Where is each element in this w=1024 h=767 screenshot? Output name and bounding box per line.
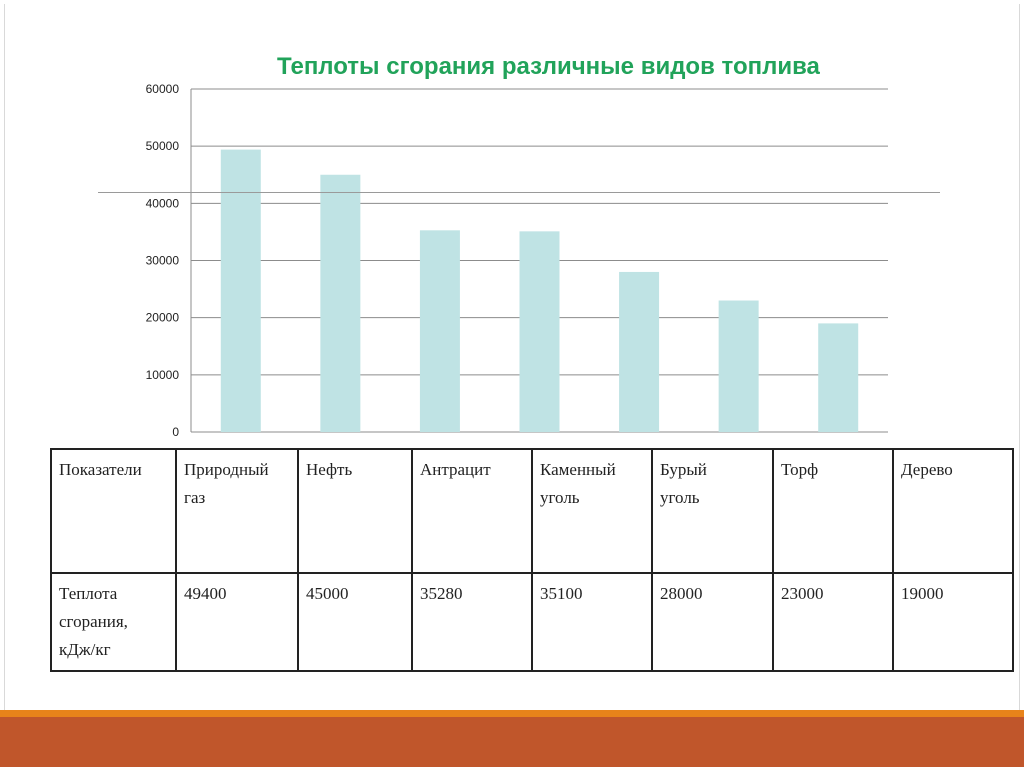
y-tick-label: 10000	[146, 368, 180, 382]
bar	[718, 300, 759, 432]
table-value-cell: 49400	[175, 572, 299, 672]
y-tick-label: 40000	[146, 196, 180, 210]
bar-chart: 0 10000 20000 30000 40000 50000 60000	[146, 82, 888, 439]
table-header-row: Показатели Природный газ Нефть Антрацит К…	[50, 448, 1014, 574]
table-header-label: Показатели	[50, 448, 177, 574]
bar	[519, 231, 560, 432]
table-value-cell: 19000	[892, 572, 1014, 672]
fuel-table: Показатели Природный газ Нефть Антрацит К…	[50, 448, 1014, 672]
bar	[419, 230, 460, 432]
y-tick-label: 50000	[146, 139, 180, 153]
y-tick-label: 30000	[146, 254, 180, 268]
divider-line	[98, 192, 940, 193]
chart-title: Теплоты сгорания различные видов топлива	[277, 53, 820, 80]
table-header-cell: Бурый уголь	[651, 448, 774, 574]
y-tick-label: 20000	[146, 311, 180, 325]
table-header-cell: Дерево	[892, 448, 1014, 574]
table-value-cell: 45000	[297, 572, 413, 672]
table-value-cell: 35100	[531, 572, 653, 672]
y-tick-label: 0	[172, 425, 179, 439]
bar	[619, 271, 660, 432]
footer-band-brown	[0, 717, 1024, 767]
table-header-cell: Природный газ	[175, 448, 299, 574]
table-header-cell: Каменный уголь	[531, 448, 653, 574]
table-row-label: Теплота сгорания, кДж/кг	[50, 572, 177, 672]
bar	[320, 174, 361, 432]
table-value-cell: 28000	[651, 572, 774, 672]
table-header-cell: Нефть	[297, 448, 413, 574]
table-value-cell: 35280	[411, 572, 533, 672]
slide-frame-right	[1019, 4, 1020, 710]
table-value-cell: 23000	[772, 572, 894, 672]
table-header-cell: Торф	[772, 448, 894, 574]
table-values-row: Теплота сгорания, кДж/кг 49400 45000 35280…	[50, 572, 1014, 672]
table-header-cell: Антрацит	[411, 448, 533, 574]
bar	[220, 149, 261, 432]
footer-band-orange	[0, 710, 1024, 717]
slide-frame-left	[4, 4, 5, 710]
bar	[818, 323, 859, 432]
y-tick-label: 60000	[146, 82, 180, 96]
